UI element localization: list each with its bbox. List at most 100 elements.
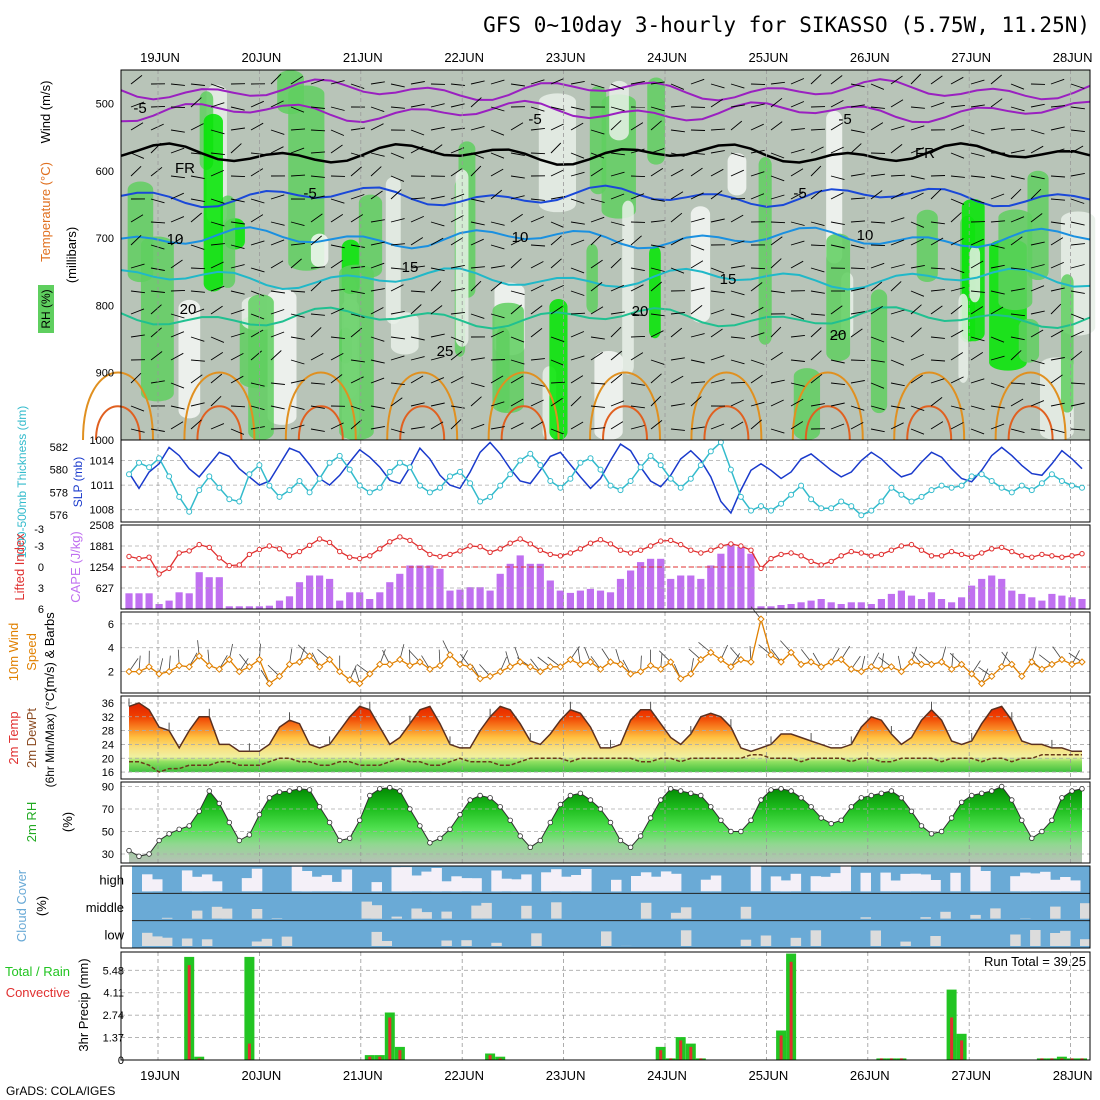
wind-barb — [690, 287, 705, 292]
wind-barb — [710, 98, 723, 108]
lifted-index-point — [156, 571, 162, 577]
rh-region — [826, 233, 851, 362]
wind-barb — [1010, 149, 1025, 154]
wind-speed-point — [386, 660, 394, 669]
wind-barb — [630, 80, 645, 85]
thickness-point — [386, 468, 393, 475]
cloud-clear-segment — [191, 876, 203, 892]
wind-barb — [270, 350, 282, 361]
wind-barb — [530, 328, 543, 338]
wind-barb — [130, 428, 145, 433]
wind-speed-point — [245, 663, 254, 671]
wind-barb — [350, 214, 364, 223]
rh-point — [969, 792, 975, 799]
wind-barb — [570, 221, 585, 225]
thickness-point — [1018, 482, 1025, 489]
contour-label: -5 — [528, 111, 541, 128]
wind-barb — [810, 244, 826, 247]
wind-barb — [170, 147, 185, 154]
cloud-clear-segment — [251, 941, 263, 946]
rh-point — [668, 786, 674, 792]
credit-label: GrADS: COLA/IGES — [6, 1084, 115, 1098]
cloud-clear-segment — [181, 870, 193, 892]
contour-label: 10 — [857, 227, 874, 244]
wind-barb — [1050, 428, 1065, 434]
wind-barb — [870, 190, 883, 200]
wind-barb — [1010, 216, 1025, 223]
wind-barb — [550, 381, 566, 384]
cloud-clear-segment — [631, 876, 642, 892]
thickness-point — [226, 496, 233, 503]
cloud-clear-segment — [421, 871, 432, 892]
rh-point — [989, 788, 995, 794]
wind-barb — [470, 165, 482, 177]
cape-bar — [1058, 595, 1066, 609]
wind-barb — [1050, 148, 1065, 154]
wind-barb — [990, 355, 1005, 361]
wind-barb — [230, 264, 245, 269]
cloud-row-label-high: high — [99, 873, 124, 888]
wind-barb — [790, 421, 804, 430]
wind-barb — [970, 352, 984, 361]
wind-barb — [770, 81, 785, 85]
cloud-clear-segment — [670, 873, 682, 892]
wind-barb — [570, 171, 585, 177]
wind-speed-point — [586, 658, 595, 666]
lifted-index-point — [437, 553, 443, 560]
thickness-point — [437, 484, 443, 491]
wind-barb — [890, 144, 903, 154]
lifted-index-point — [878, 551, 885, 558]
wind-barb — [710, 218, 725, 223]
thickness-point — [306, 489, 313, 496]
cape-bar — [145, 593, 153, 609]
wind-barb — [390, 175, 405, 182]
lifted-index-point — [1069, 553, 1075, 559]
cape-bar — [606, 592, 615, 609]
wind-barb — [650, 81, 665, 85]
precip-convective-bar — [879, 1058, 883, 1060]
isotherm-line — [120, 267, 1091, 291]
wind-barb — [190, 402, 205, 407]
cloud-clear-segment — [571, 875, 582, 892]
rh-point — [728, 828, 734, 835]
rh-point — [979, 790, 985, 796]
rh-point — [627, 844, 634, 850]
wind-barb — [890, 264, 905, 269]
rh-point — [878, 790, 885, 796]
wind-barb — [130, 263, 145, 269]
wind-barb — [270, 260, 284, 269]
wind10m-barb — [590, 656, 601, 670]
wind-barb — [490, 426, 505, 430]
wind-barb — [510, 290, 525, 296]
wind-barb — [1010, 382, 1026, 385]
wind-barb — [730, 313, 745, 318]
lifted-index-point — [718, 543, 724, 549]
wind-barb — [510, 422, 524, 430]
rh-point — [166, 831, 172, 837]
precip-convective-bar — [498, 1058, 502, 1060]
cape-bar — [275, 600, 284, 609]
wind-barb — [730, 421, 744, 430]
cape-bar — [326, 578, 334, 609]
contour-label: 10 — [512, 229, 529, 246]
wind-barb — [890, 99, 904, 108]
thickness-point — [727, 466, 734, 473]
wind-barb — [450, 264, 465, 269]
wind-barb — [570, 290, 585, 296]
wind-barb — [770, 258, 782, 269]
pressure-tick-label: 600 — [96, 166, 114, 178]
wind-barb — [950, 238, 964, 246]
thickness-point — [737, 493, 744, 500]
cape-bar — [566, 592, 574, 609]
wind-barb — [790, 168, 804, 177]
wind-barb — [550, 336, 565, 343]
cloud-clear-segment — [760, 935, 772, 946]
lifted-index-point — [647, 543, 654, 549]
lifted-index-point — [196, 541, 202, 548]
wind-barb — [630, 235, 642, 246]
wind-barb — [290, 290, 306, 293]
wind-barb — [350, 127, 365, 131]
wind-barb — [770, 121, 783, 131]
thickness-line — [128, 440, 1083, 517]
wind-barb — [1050, 78, 1065, 85]
